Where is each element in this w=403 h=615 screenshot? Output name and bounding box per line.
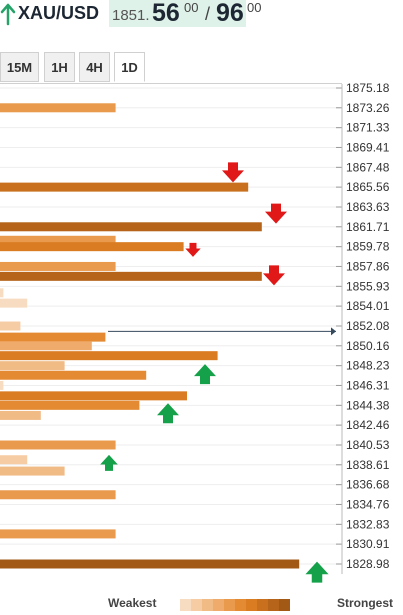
legend-swatch (257, 599, 268, 611)
axis-tick-label: 1844.38 (346, 398, 390, 412)
axis-tick-label: 1852.08 (346, 319, 390, 333)
legend-swatch (279, 599, 290, 611)
axis-tick-label: 1838.61 (346, 458, 390, 472)
legend-weakest-label: Weakest (108, 596, 157, 610)
legend-swatch (202, 599, 213, 611)
tab-1d[interactable]: 1D (114, 52, 145, 82)
header: XAU/USD 1851. 56 00 / 96 00 (0, 0, 403, 30)
confluence-bar (0, 182, 249, 192)
tab-1h[interactable]: 1H (44, 52, 75, 82)
confluence-bar (0, 271, 262, 281)
axis-tick-label: 1828.98 (346, 557, 390, 571)
axis-tick-label: 1861.71 (346, 220, 390, 234)
axis-tick-label: 1848.23 (346, 359, 390, 373)
up-arrow-icon (305, 561, 329, 583)
confluence-bar (0, 529, 116, 539)
confluence-bar (0, 455, 28, 465)
confluence-bar (0, 351, 218, 361)
legend-swatch (235, 599, 246, 611)
axis-tick-label: 1850.16 (346, 339, 390, 353)
down-arrow-icon (222, 162, 244, 183)
axis-tick-label: 1857.86 (346, 259, 390, 273)
tabs-baseline (0, 83, 342, 84)
confluence-bar (0, 440, 116, 450)
up-arrow-icon (0, 3, 16, 26)
axis-tick-label: 1855.93 (346, 279, 390, 293)
confluence-bar (0, 370, 147, 380)
legend-swatch (180, 599, 191, 611)
confluence-bar (0, 222, 262, 232)
axis-tick-label: 1873.26 (346, 101, 390, 115)
axis-tick-label: 1830.91 (346, 537, 390, 551)
down-arrow-icon (265, 203, 287, 224)
confluence-bar (0, 288, 4, 298)
down-arrow-icon (185, 242, 201, 257)
tab-15m[interactable]: 15M (0, 52, 39, 82)
confluence-bar (0, 242, 184, 252)
axis-tick-label: 1867.48 (346, 160, 390, 174)
axis-tick-label: 1859.78 (346, 240, 390, 254)
confluence-bar (0, 490, 116, 500)
confluence-bar (0, 466, 65, 476)
confluence-bar (0, 235, 116, 245)
up-arrow-icon (157, 403, 179, 424)
price-box (109, 0, 246, 27)
confluence-bar (0, 332, 106, 342)
confluence-bar (0, 261, 116, 271)
legend-swatch (224, 599, 235, 611)
axis-tick-label: 1863.63 (346, 200, 390, 214)
down-arrow-icon (263, 265, 285, 286)
legend-gradient (180, 599, 290, 611)
legend-swatch (246, 599, 257, 611)
axis-tick-label: 1854.01 (346, 299, 390, 313)
ask-main: 96 (216, 0, 244, 27)
price-prefix: 1851. (112, 7, 150, 24)
axis-tick-label: 1840.53 (346, 438, 390, 452)
timeframe-tabs: 15M 1H 4H 1D (0, 52, 403, 84)
legend-strongest-label: Strongest (337, 596, 394, 610)
axis-tick-label: 1871.33 (346, 121, 390, 135)
axis-tick-label: 1865.56 (346, 180, 390, 194)
price-sup: 00 (184, 0, 199, 15)
confluence-bar (0, 341, 92, 351)
axis-tick-label: 1832.83 (346, 517, 390, 531)
tab-4h[interactable]: 4H (79, 52, 110, 82)
confluence-bar (0, 103, 116, 113)
axis-tick-label: 1834.76 (346, 497, 390, 511)
legend-swatch (268, 599, 279, 611)
axis-tick-label: 1869.41 (346, 140, 390, 154)
current-price-marker-icon (331, 327, 336, 336)
ask-sup: 00 (247, 0, 262, 15)
price-main: 56 (152, 0, 180, 27)
up-arrow-icon (100, 454, 118, 471)
price-slash: / (205, 4, 211, 24)
symbol-label: XAU/USD (18, 3, 100, 23)
up-arrow-icon (194, 364, 216, 385)
axis-tick-label: 1875.18 (346, 81, 390, 95)
confluence-bar (0, 361, 65, 371)
confluence-bar (0, 321, 21, 331)
axis-tick-label: 1846.31 (346, 378, 390, 392)
legend-swatch (191, 599, 202, 611)
confluence-bar (0, 391, 187, 401)
legend-swatch (213, 599, 224, 611)
confluence-bar (0, 410, 41, 420)
confluence-bar (0, 298, 28, 308)
confluence-bar (0, 400, 140, 410)
confluence-bar (0, 559, 300, 569)
axis-tick-label: 1842.46 (346, 418, 390, 432)
confluence-bar (0, 380, 4, 390)
axis-tick-label: 1836.68 (346, 478, 390, 492)
